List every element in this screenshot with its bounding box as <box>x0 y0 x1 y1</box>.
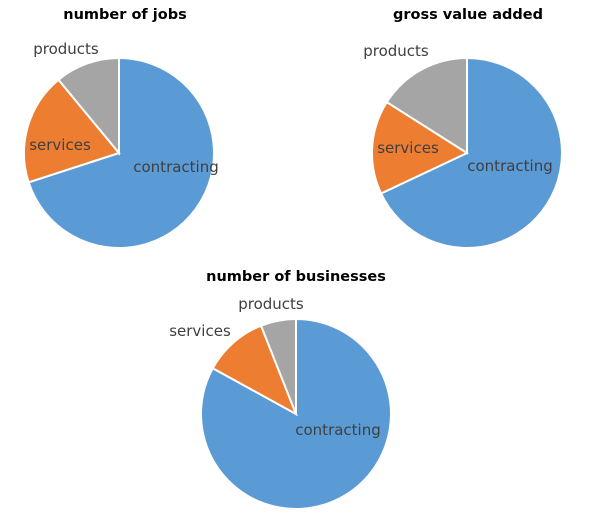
slice-label-services: services <box>377 139 439 157</box>
pie-slices-number-of-jobs <box>23 56 215 249</box>
slice-label-products: products <box>363 42 429 60</box>
slice-label-services: services <box>29 136 91 154</box>
pie-chart-gross-value-added: gross value added contracting services p… <box>363 7 563 249</box>
pie-slice-products <box>259 317 297 415</box>
pie-chart-number-of-businesses: number of businesses contracting service… <box>169 269 392 510</box>
slice-label-contracting: contracting <box>295 421 381 439</box>
pie-slice-products <box>57 56 120 156</box>
pie-slice-products <box>385 56 468 155</box>
pie-slices-gross-value-added <box>371 56 563 249</box>
pie-slice-services <box>23 78 121 184</box>
chart-title-number-of-businesses: number of businesses <box>206 269 386 285</box>
slice-label-products: products <box>238 295 304 313</box>
pie-slice-services <box>371 100 470 195</box>
pie-slice-contracting <box>379 56 563 249</box>
slice-label-contracting: contracting <box>467 157 553 175</box>
slice-label-contracting: contracting <box>133 158 219 176</box>
chart-title-gross-value-added: gross value added <box>393 7 543 23</box>
pie-slice-services <box>211 324 298 417</box>
pie-slices-number-of-businesses <box>200 317 392 510</box>
slice-label-products: products <box>33 40 99 58</box>
pie-slice-contracting <box>27 56 215 249</box>
pie-chart-number-of-jobs: number of jobs contracting services prod… <box>23 7 219 249</box>
chart-title-number-of-jobs: number of jobs <box>63 7 186 23</box>
slice-label-services: services <box>169 322 231 340</box>
